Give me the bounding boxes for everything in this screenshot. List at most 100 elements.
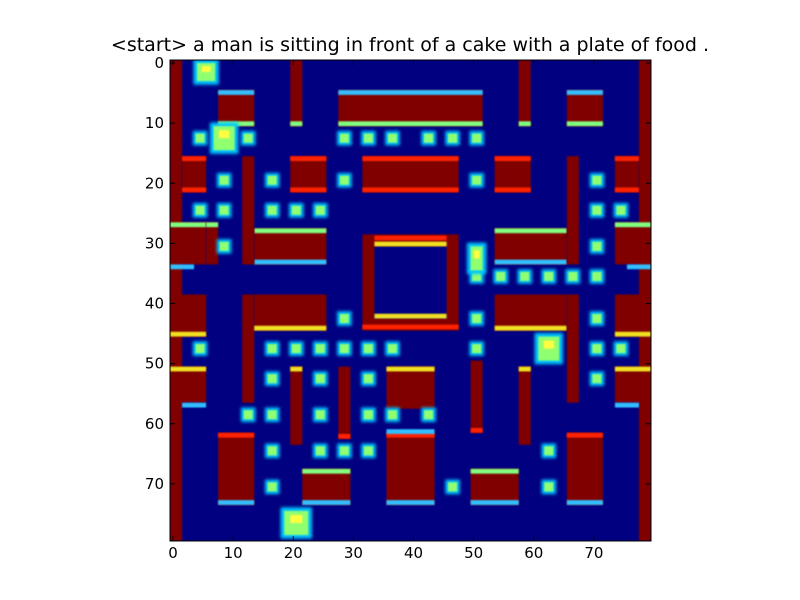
maze-wall-edge bbox=[218, 432, 255, 438]
pellet bbox=[339, 446, 349, 456]
pellet bbox=[387, 410, 397, 420]
y-tick-label: 40 bbox=[145, 295, 164, 313]
pellet bbox=[592, 314, 602, 324]
maze-wall bbox=[338, 366, 351, 439]
pellet bbox=[267, 344, 277, 354]
maze-wall bbox=[614, 222, 651, 265]
maze-wall-edge bbox=[182, 156, 207, 162]
maze-wall bbox=[566, 294, 579, 403]
y-tick-label: 30 bbox=[145, 234, 164, 252]
figure-title: <start> a man is sitting in front of a c… bbox=[110, 34, 710, 56]
x-tick-label: 70 bbox=[584, 544, 603, 562]
maze-wall-edge bbox=[362, 324, 459, 330]
maze-wall bbox=[494, 294, 567, 331]
maze-wall bbox=[290, 156, 327, 193]
pellet bbox=[544, 271, 554, 281]
pellet bbox=[243, 133, 253, 143]
x-tick-label: 10 bbox=[224, 544, 243, 562]
maze-wall-edge bbox=[290, 156, 327, 162]
maze-wall-edge bbox=[182, 402, 207, 408]
pellet bbox=[472, 133, 482, 143]
maze-wall-edge bbox=[206, 222, 219, 228]
y-tick-label: 10 bbox=[145, 114, 164, 132]
x-tick-label: 20 bbox=[284, 544, 303, 562]
pellet bbox=[315, 344, 325, 354]
pellet bbox=[339, 314, 349, 324]
maze-wall-edge bbox=[290, 366, 303, 372]
maze-wall-edge bbox=[302, 468, 351, 474]
maze-wall-edge bbox=[170, 264, 195, 270]
maze-wall bbox=[182, 156, 207, 193]
maze-wall-edge bbox=[566, 500, 603, 505]
maze-wall-edge bbox=[470, 427, 483, 433]
maze-wall-edge bbox=[254, 228, 327, 234]
maze-wall bbox=[518, 60, 531, 127]
ghost-sprite-core bbox=[473, 250, 480, 259]
maze-wall-edge bbox=[374, 313, 447, 319]
pellet bbox=[267, 482, 277, 492]
maze-wall bbox=[218, 432, 255, 505]
ghost-sprite-core bbox=[290, 514, 303, 523]
maze-wall-edge bbox=[470, 500, 519, 505]
y-tick-label: 50 bbox=[145, 355, 164, 373]
maze-wall-edge bbox=[614, 366, 651, 372]
maze-wall bbox=[290, 366, 303, 445]
pellet bbox=[339, 133, 349, 143]
pellet bbox=[195, 133, 205, 143]
maze-wall bbox=[206, 222, 219, 265]
x-tick-label: 60 bbox=[524, 544, 543, 562]
pellet bbox=[472, 314, 482, 324]
pellet bbox=[291, 205, 301, 215]
pellet bbox=[520, 271, 530, 281]
pellet bbox=[219, 175, 229, 185]
y-tick-label: 70 bbox=[145, 475, 164, 493]
maze-wall bbox=[386, 366, 435, 409]
maze-wall-edge bbox=[338, 90, 483, 95]
pacman-sprite bbox=[213, 126, 235, 151]
maze-wall-edge bbox=[614, 331, 651, 337]
pellet bbox=[592, 271, 602, 281]
pellet bbox=[339, 175, 349, 185]
pellet bbox=[219, 241, 229, 251]
pellet bbox=[592, 241, 602, 251]
maze-wall-edge bbox=[494, 187, 531, 193]
maze-wall-edge bbox=[518, 366, 531, 372]
maze-wall bbox=[494, 156, 531, 193]
maze-wall bbox=[566, 432, 603, 505]
axes-frame bbox=[169, 59, 652, 542]
pellet bbox=[363, 374, 373, 384]
pellet bbox=[592, 344, 602, 354]
maze-wall-edge bbox=[566, 121, 603, 127]
pellet bbox=[315, 446, 325, 456]
maze-wall-edge bbox=[302, 500, 351, 505]
maze-wall-edge bbox=[626, 264, 651, 270]
maze-wall-edge bbox=[614, 187, 639, 193]
pellet bbox=[472, 344, 482, 354]
pellet bbox=[363, 410, 373, 420]
pellet bbox=[448, 482, 458, 492]
pellet bbox=[424, 133, 434, 143]
maze-wall-edge bbox=[614, 402, 639, 408]
maze-wall bbox=[566, 90, 603, 127]
pellet bbox=[448, 133, 458, 143]
axis-ticks: 0 10 20 30 40 50 60 70 0 10 20 30 40 50 60 70 bbox=[145, 54, 651, 562]
maze-wall bbox=[254, 228, 327, 265]
maze-wall-edge bbox=[494, 325, 567, 331]
pellet bbox=[267, 410, 277, 420]
maze-wall bbox=[386, 432, 435, 505]
maze-wall-edge bbox=[614, 156, 639, 162]
maze-wall-edge bbox=[362, 187, 459, 193]
pellet bbox=[592, 205, 602, 215]
maze-wall-edge bbox=[218, 500, 255, 505]
pellet bbox=[363, 344, 373, 354]
maze-wall-edge bbox=[518, 121, 531, 127]
maze-wall bbox=[242, 294, 255, 403]
maze-wall-edge bbox=[218, 90, 255, 95]
maze-wall-edge bbox=[170, 331, 207, 337]
maze-wall-edge bbox=[494, 259, 567, 265]
y-tick-label: 60 bbox=[145, 415, 164, 433]
maze-wall-edge bbox=[470, 468, 519, 474]
maze-wall bbox=[170, 366, 207, 403]
maze-wall bbox=[254, 294, 327, 331]
